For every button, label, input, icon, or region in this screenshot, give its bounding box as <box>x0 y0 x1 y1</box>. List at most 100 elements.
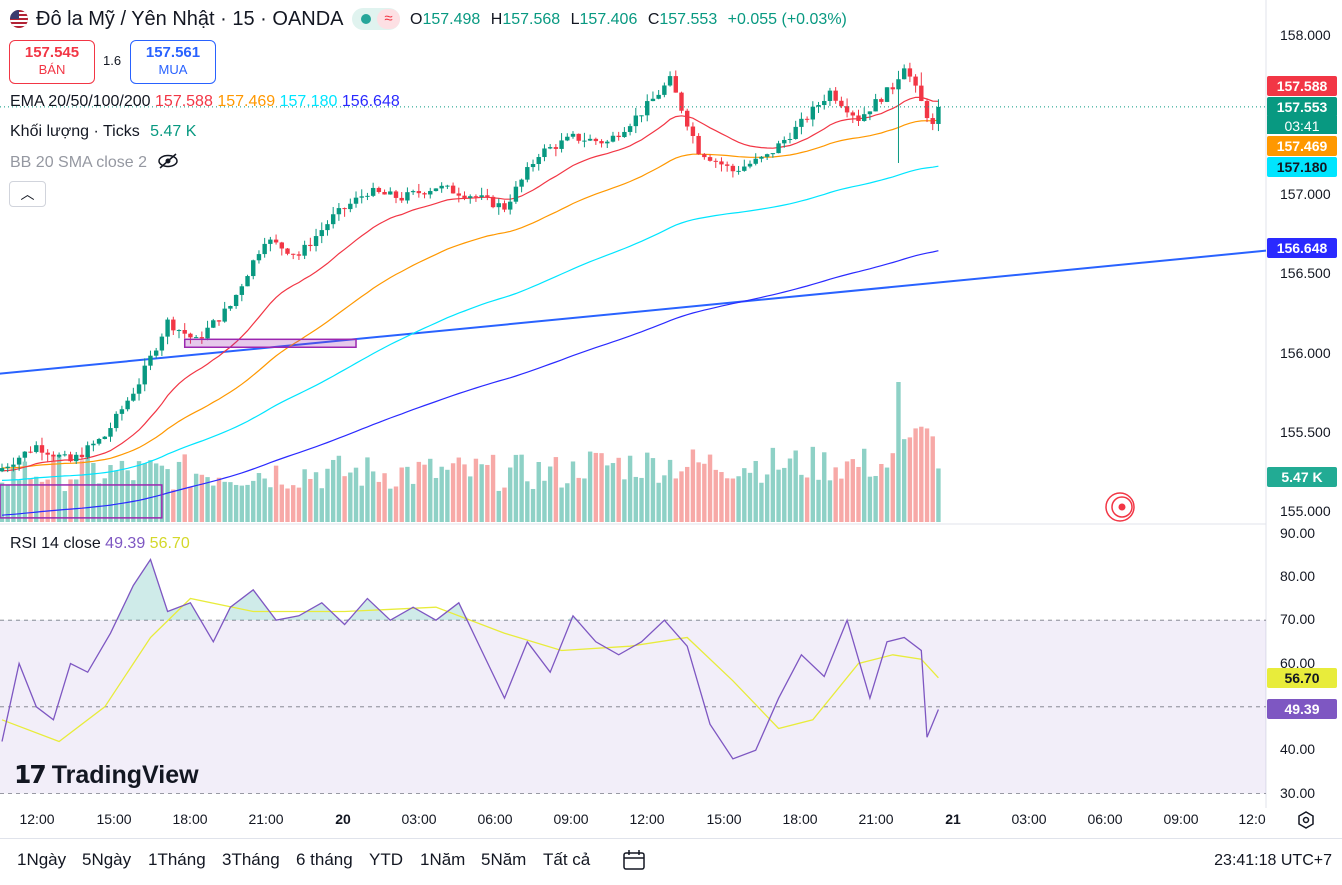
candle-body <box>102 436 107 439</box>
volume-bar <box>844 461 850 522</box>
clock[interactable]: 23:41:18 UTC+7 <box>1214 852 1332 869</box>
rsi-tick: 60.00 <box>1280 654 1316 671</box>
volume-bar <box>211 485 216 522</box>
candle-body <box>627 126 633 132</box>
volume-bar <box>370 471 376 522</box>
volume-bar <box>16 480 22 522</box>
candle-body <box>702 154 707 158</box>
candle-body <box>28 451 33 453</box>
candle-body <box>45 452 50 455</box>
volume-bar <box>456 457 461 522</box>
time-tick: 15:00 <box>96 811 132 827</box>
candle-body <box>370 187 376 196</box>
time-tick: 06:00 <box>1087 811 1123 827</box>
volume-highlight-box <box>0 484 163 519</box>
candle-body <box>433 188 439 192</box>
price-tick: 158.000 <box>1280 26 1331 43</box>
volume-bar <box>245 484 250 522</box>
volume-bar <box>907 437 913 522</box>
candle-body <box>713 160 718 162</box>
volume-bar <box>125 470 130 522</box>
volume-bar <box>468 476 473 522</box>
volume-bar <box>291 485 296 522</box>
collapse-legend-button[interactable]: ︿ <box>9 181 46 207</box>
candle-body <box>673 76 678 93</box>
volume-bar <box>142 463 147 522</box>
timeframe-button[interactable]: 1Tháng <box>148 850 206 869</box>
volume-bar <box>313 472 319 522</box>
candle-body <box>479 195 484 197</box>
ema-legend[interactable]: EMA 20/50/100/200 157.588 157.469 157.18… <box>10 93 400 111</box>
hidden-eye-icon[interactable] <box>157 153 179 169</box>
rsi-line <box>1 558 940 760</box>
timeframe-button[interactable]: 5Năm <box>481 850 527 869</box>
volume-bar <box>901 439 907 522</box>
candle-body <box>884 87 890 102</box>
candle-body <box>348 203 353 210</box>
volume-bar <box>336 455 342 522</box>
candle-body <box>485 195 490 197</box>
volume-bar <box>222 481 227 522</box>
date-range-calendar-icon[interactable] <box>622 849 646 871</box>
candle-body <box>22 451 28 458</box>
volume-bar <box>56 455 62 522</box>
volume-legend-name: Khối lượng · Ticks <box>10 123 140 140</box>
candle-body <box>622 131 627 138</box>
volume-bar <box>633 476 639 522</box>
candle-body <box>422 193 427 195</box>
timeframe-button[interactable]: 5Ngày <box>82 850 132 869</box>
timeframe-button[interactable]: YTD <box>369 850 403 869</box>
volume-bar <box>873 475 878 522</box>
sell-label: BÁN <box>38 62 66 77</box>
candle-body <box>736 170 741 172</box>
volume-bar <box>102 478 107 522</box>
buy-button[interactable]: 157.561 MUA <box>130 40 216 84</box>
volume-bar <box>393 486 399 522</box>
volume-bar <box>730 478 736 522</box>
candle-body <box>62 454 68 456</box>
candle-body <box>233 294 239 307</box>
candle-body <box>936 106 941 124</box>
timeframe-button[interactable]: 1Ngày <box>17 850 67 869</box>
timeframe-button[interactable]: 3Tháng <box>222 850 280 869</box>
candle-body <box>519 179 524 187</box>
volume-bar <box>153 463 159 522</box>
volume-bar <box>479 464 484 522</box>
bb-legend[interactable]: BB 20 SMA close 2 <box>10 153 179 172</box>
timeframe-button[interactable]: 6 tháng <box>296 850 353 869</box>
volume-legend[interactable]: Khối lượng · Ticks 5.47 K <box>10 123 196 141</box>
symbol-title[interactable]: Đô la Mỹ / Yên Nhật · 15 · OANDA <box>36 8 344 30</box>
tradingview-logo[interactable]: 𝟭𝟳 TradingView <box>14 760 199 790</box>
time-tick: 09:00 <box>553 811 589 827</box>
volume-bar <box>342 476 347 522</box>
candle-body <box>365 195 370 197</box>
volume-bar <box>593 452 599 522</box>
volume-bar <box>176 461 182 522</box>
volume-bar <box>165 469 170 522</box>
timeframe-button[interactable]: Tất cả <box>543 850 591 869</box>
candle-body <box>690 126 696 136</box>
candle-body <box>696 135 701 155</box>
rsi-legend[interactable]: RSI 14 close 49.39 56.70 <box>10 535 190 553</box>
volume-bar <box>690 449 696 522</box>
volume-bar <box>513 454 519 522</box>
candle-body <box>114 413 119 429</box>
ema200-value: 156.648 <box>341 93 400 110</box>
candle-body <box>610 135 616 142</box>
volume-bar <box>582 478 587 522</box>
volume-bar <box>616 457 621 522</box>
sell-button[interactable]: 157.545 BÁN <box>9 40 95 84</box>
candle-body <box>131 393 136 401</box>
candle-body <box>125 400 130 410</box>
timeframe-button[interactable]: 1Năm <box>420 850 466 869</box>
volume-bar <box>296 487 302 522</box>
volume-bar <box>422 464 427 522</box>
time-tick: 18:00 <box>172 811 208 827</box>
market-status-badge[interactable]: ≈ <box>352 8 400 30</box>
volume-bar <box>268 487 273 522</box>
time-tick: 06:00 <box>477 811 513 827</box>
volume-bar <box>62 491 68 522</box>
settings-gear-icon[interactable] <box>1296 810 1316 830</box>
logo-text: TradingView <box>51 761 199 789</box>
